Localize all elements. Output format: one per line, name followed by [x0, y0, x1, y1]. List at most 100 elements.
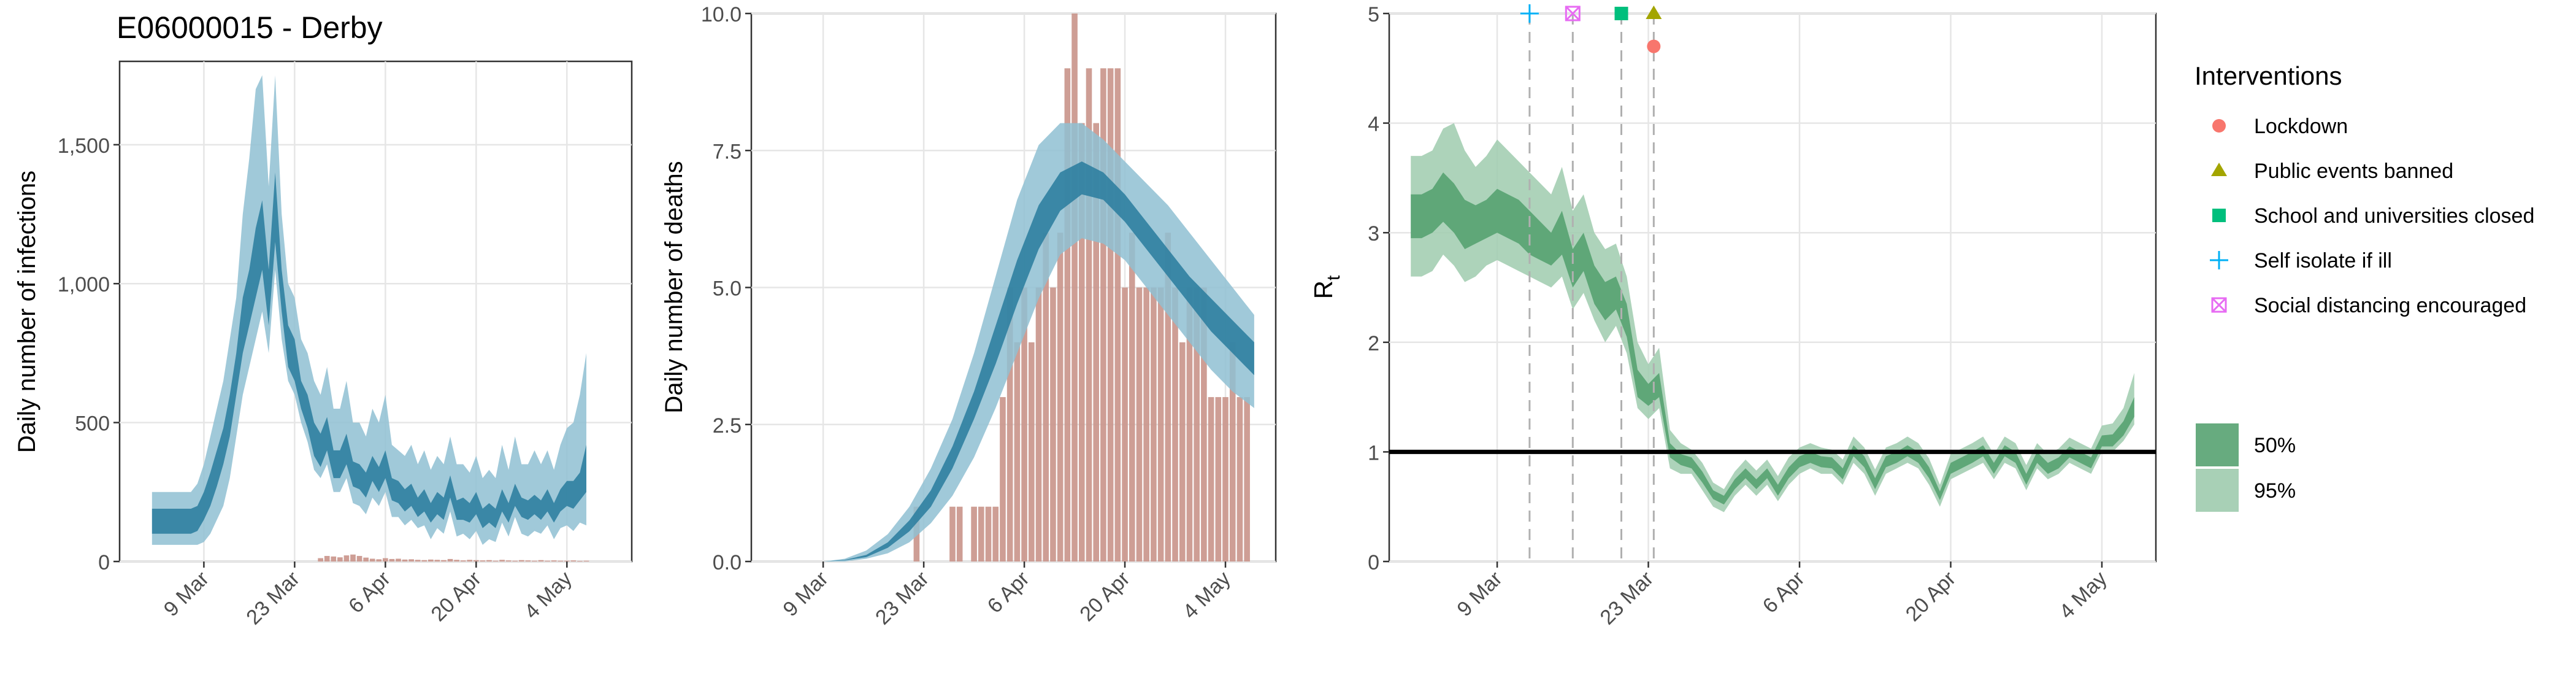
bar — [1006, 287, 1013, 561]
legend-ci-label: 50% — [2254, 434, 2296, 457]
y-tick-label: 7.5 — [713, 140, 742, 163]
legend: Interventions Lockdown Public events bann… — [2195, 61, 2534, 512]
marker-boxx — [1565, 6, 1581, 21]
bar — [473, 560, 479, 561]
infections-y-axis-label: Daily number of infections — [13, 171, 40, 453]
bar — [1107, 68, 1114, 562]
bar — [1114, 68, 1121, 562]
bar — [408, 559, 414, 561]
y-tick-label: 1 — [1368, 441, 1379, 465]
bar — [383, 558, 388, 561]
bar — [486, 560, 492, 561]
bar — [1136, 287, 1143, 561]
ci95-band — [151, 75, 587, 545]
bar — [985, 506, 992, 561]
infections-y-ticks: 0 500 1,000 1,500 — [58, 134, 120, 574]
y-tick-label: 1,500 — [58, 134, 110, 158]
rt-x-ticks: 9 Mar 23 Mar 6 Apr 20 Apr 4 May — [1452, 561, 2112, 630]
bar — [1071, 14, 1078, 561]
bar — [1201, 287, 1207, 561]
y-tick-label: 0 — [1368, 551, 1379, 574]
bar — [1014, 342, 1021, 561]
bar — [1165, 233, 1171, 561]
bar — [467, 560, 473, 561]
bar — [1143, 287, 1149, 561]
bar — [428, 559, 434, 561]
bar — [1078, 123, 1085, 562]
marker-triangle — [1646, 6, 1662, 19]
bar — [1086, 68, 1092, 562]
bar — [1229, 342, 1236, 561]
bar — [1028, 342, 1035, 561]
bar — [1208, 397, 1214, 561]
bar — [505, 560, 512, 561]
legend-ci-swatch — [2196, 469, 2239, 512]
bar — [350, 554, 356, 561]
legend-intervention-label: Social distancing encouraged — [2254, 294, 2526, 317]
x-tick-label: 9 Mar — [1452, 567, 1506, 621]
deaths-x-ticks: 9 Mar 23 Mar 6 Apr 20 Apr 4 May — [778, 561, 1235, 629]
bar — [1157, 287, 1164, 561]
y-tick-label: 10.0 — [701, 3, 742, 26]
rt-y-axis-label-sub: t — [1324, 275, 1344, 280]
bar — [324, 555, 330, 561]
bar — [1215, 397, 1222, 561]
y-tick-label: 4 — [1368, 113, 1379, 136]
bar — [949, 506, 956, 561]
bar — [343, 555, 350, 561]
bar — [1043, 233, 1049, 561]
x-tick-label: 9 Mar — [159, 567, 213, 621]
bar — [1179, 342, 1186, 561]
x-tick-label: 9 Mar — [778, 567, 832, 621]
bar — [1093, 123, 1099, 562]
bar — [396, 558, 401, 561]
bar — [1100, 68, 1106, 562]
x-tick-label: 6 Apr — [344, 567, 395, 618]
legend-title-interventions: Interventions — [2195, 61, 2342, 90]
y-tick-label: 1,000 — [58, 273, 110, 296]
legend-marker-circle — [2212, 119, 2226, 133]
legend-ci-label: 95% — [2254, 479, 2296, 503]
bar — [318, 558, 323, 561]
x-tick-label: 4 May — [1178, 567, 1235, 623]
x-tick-label: 20 Apr — [427, 567, 486, 626]
bar — [992, 506, 999, 561]
bar — [956, 506, 963, 561]
x-tick-label: 4 May — [520, 567, 577, 623]
bar — [570, 560, 577, 561]
bar — [551, 560, 557, 561]
bar — [1122, 287, 1128, 561]
bar — [1244, 397, 1250, 561]
ci50-band — [1411, 172, 2134, 505]
bar — [447, 558, 453, 561]
legend-intervention-label: School and universities closed — [2254, 204, 2534, 228]
bar — [1194, 287, 1200, 561]
x-tick-label: 23 Mar — [1595, 567, 1658, 630]
y-tick-label: 2.5 — [713, 414, 742, 438]
x-tick-label: 20 Apr — [1901, 567, 1960, 626]
y-tick-label: 0.0 — [713, 551, 742, 574]
rt-panel: 0 1 2 3 4 5 9 Mar 23 Mar 6 Apr 20 Apr 4 May Rt — [1309, 3, 2157, 630]
x-tick-label: 6 Apr — [1758, 567, 1809, 618]
bar — [1222, 397, 1229, 561]
legend-marker-square — [2212, 209, 2226, 222]
deaths-bars — [913, 14, 1250, 562]
infections-panel: 0 500 1,000 1,500 9 Mar 23 Mar 6 Apr 20 Apr 4 M… — [13, 60, 633, 629]
bar — [337, 557, 343, 561]
bar — [971, 506, 977, 561]
bar — [518, 560, 524, 561]
bar — [1050, 287, 1056, 561]
bar — [480, 560, 486, 561]
legend-marker-boxx — [2211, 297, 2227, 313]
rt-bands — [1411, 123, 2134, 512]
bar — [1000, 397, 1006, 561]
legend-marker-triangle — [2211, 163, 2227, 176]
y-tick-label: 5.0 — [713, 277, 742, 301]
ci50-band — [823, 161, 1254, 561]
deaths-y-ticks: 0.0 2.5 5.0 7.5 10.0 — [701, 3, 751, 574]
bar — [415, 560, 421, 561]
bar — [1129, 233, 1135, 561]
bar — [421, 560, 427, 561]
bar — [1057, 233, 1064, 561]
bar — [1236, 397, 1243, 561]
